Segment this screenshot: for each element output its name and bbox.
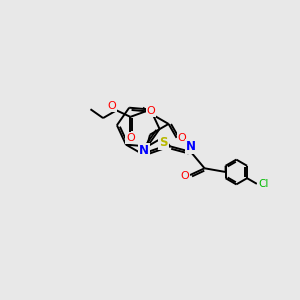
Text: O: O xyxy=(146,106,155,116)
Text: Cl: Cl xyxy=(258,179,268,189)
Text: O: O xyxy=(178,133,186,143)
Text: O: O xyxy=(180,171,189,181)
Text: N: N xyxy=(139,144,149,157)
Text: N: N xyxy=(186,140,196,153)
Text: S: S xyxy=(159,136,168,149)
Text: O: O xyxy=(126,133,135,143)
Text: O: O xyxy=(107,101,116,111)
